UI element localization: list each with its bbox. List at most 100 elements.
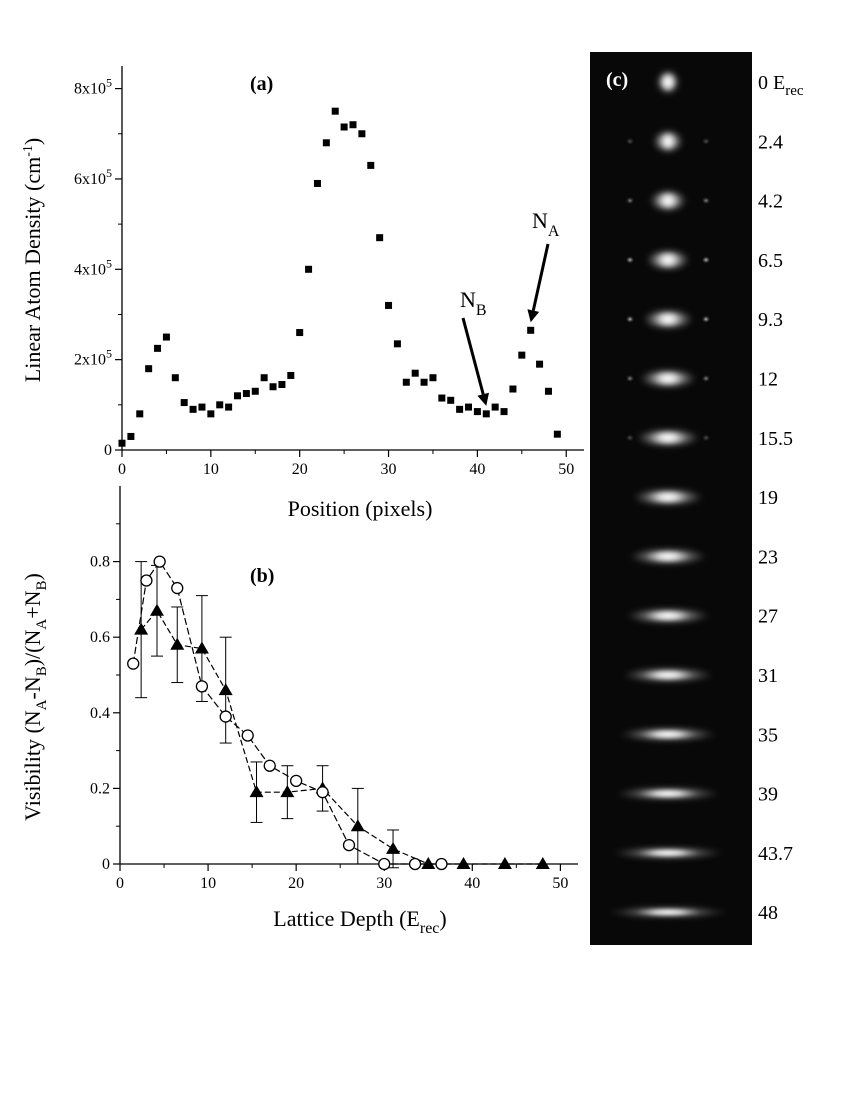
panel-b-ytick-label: 0: [102, 856, 110, 873]
data-point-square: [420, 378, 428, 386]
data-point-triangle: [497, 857, 512, 869]
data-point-square: [269, 383, 277, 391]
diffraction-side-peak: [626, 375, 634, 382]
data-point-circle: [195, 680, 209, 693]
data-point-square: [305, 265, 313, 273]
panel-a-density-plot: 0 10 20 30 40 50 0 2x105 4x105 6x105 8x105: [74, 66, 584, 478]
depth-label: 35: [758, 724, 778, 746]
panel-a-ytick-label: 8x105: [74, 76, 112, 98]
data-point-square: [296, 329, 304, 337]
data-point-square: [456, 405, 464, 413]
depth-label: 48: [758, 902, 778, 924]
data-point-square: [358, 130, 366, 138]
data-point-triangle: [535, 857, 550, 869]
panel-a-xtick-label: 10: [203, 461, 219, 478]
diffraction-side-peak: [626, 315, 634, 323]
panel-b-label: (b): [250, 565, 274, 587]
data-point-square: [331, 107, 339, 115]
panel-c-label: (c): [606, 69, 628, 91]
panel-b-xlabel-main: Lattice Depth (E: [273, 906, 420, 931]
data-point-circle: [408, 857, 422, 871]
data-point-triangle: [249, 785, 264, 798]
diffraction-central-peak: [659, 131, 677, 151]
data-point-square: [367, 161, 375, 169]
diffraction-side-peak: [702, 137, 710, 145]
data-point-circle: [171, 581, 184, 595]
data-point-circle: [378, 857, 391, 871]
data-point-circle: [290, 774, 303, 787]
panel-a-xtick-label: 30: [381, 461, 397, 478]
diffraction-central-peak: [638, 788, 698, 799]
data-point-square: [322, 139, 330, 147]
data-point-square: [118, 439, 126, 447]
data-point-circle: [219, 710, 232, 723]
panel-a-xtick-label: 50: [558, 461, 574, 478]
data-point-triangle: [386, 841, 401, 854]
data-point-square: [411, 369, 419, 377]
diffraction-side-peak: [702, 256, 710, 264]
panel-b-xtick-label: 10: [200, 875, 216, 892]
annotation-na-sub: A: [548, 223, 560, 240]
panel-a-ytick-label: 0: [104, 442, 112, 459]
data-point-square: [491, 403, 499, 411]
data-point-square: [136, 410, 144, 418]
data-point-square: [198, 403, 206, 411]
data-point-square: [447, 396, 455, 404]
data-point-square: [154, 344, 162, 352]
diffraction-central-peak: [648, 489, 688, 505]
panel-b-visibility-plot: 0 10 20 30 40 50 0 0.2 0.4 0.6 0.8: [90, 486, 578, 892]
data-point-triangle: [350, 819, 365, 832]
panel-a-ytick-label: 2x105: [74, 347, 112, 369]
depth-label: 39: [758, 784, 778, 806]
depth-label: 9.3: [758, 309, 783, 331]
depth-label: 19: [758, 487, 778, 509]
arrow-na-head: [527, 309, 540, 323]
data-point-square: [349, 121, 357, 129]
data-point-triangle: [280, 785, 295, 798]
data-point-square: [544, 387, 552, 395]
panel-a-xtick-label: 0: [118, 461, 126, 478]
data-point-square: [376, 234, 384, 242]
data-point-square: [234, 392, 241, 400]
data-point-square: [251, 387, 259, 395]
data-point-square: [171, 374, 179, 382]
depth-label: 6.5: [758, 250, 783, 272]
diffraction-central-peak: [646, 549, 690, 564]
diffraction-side-peak: [626, 137, 634, 145]
depth-label: 15.5: [758, 428, 793, 450]
data-point-square: [553, 430, 561, 438]
data-point-square: [340, 123, 348, 131]
data-point-square: [473, 408, 481, 416]
data-point-circle: [153, 555, 166, 568]
annotation-na-main: N: [532, 208, 548, 233]
data-point-triangle: [134, 622, 149, 635]
diffraction-central-peak: [635, 907, 701, 917]
data-point-square: [287, 371, 295, 379]
diffraction-central-peak: [650, 430, 686, 446]
depth-label: 4.2: [758, 191, 783, 213]
diffraction-central-peak: [655, 251, 681, 269]
data-point-circle: [263, 759, 276, 772]
data-point-square: [207, 410, 215, 418]
depth-label: 27: [758, 606, 778, 628]
data-point-square: [189, 405, 197, 413]
diffraction-central-peak: [651, 370, 685, 387]
data-point-circle: [241, 729, 254, 742]
data-point-square: [527, 326, 535, 334]
panel-a-ylabel-sup: -1: [21, 145, 36, 157]
data-point-triangle: [456, 857, 471, 869]
data-point-square: [313, 179, 321, 187]
depth-label: 12: [758, 369, 778, 391]
data-point-circle: [316, 786, 329, 799]
panel-a-ytick-label: 6x105: [74, 166, 112, 188]
diffraction-central-peak: [660, 72, 676, 92]
data-point-square: [145, 365, 153, 373]
panel-b-ytick-label: 0.6: [90, 629, 110, 646]
data-point-square: [429, 374, 437, 382]
annotation-nb: NB: [460, 287, 487, 319]
annotation-nb-main: N: [460, 287, 476, 312]
data-point-square: [225, 403, 233, 411]
data-point-square: [242, 390, 250, 398]
depth-label: 31: [758, 665, 778, 687]
